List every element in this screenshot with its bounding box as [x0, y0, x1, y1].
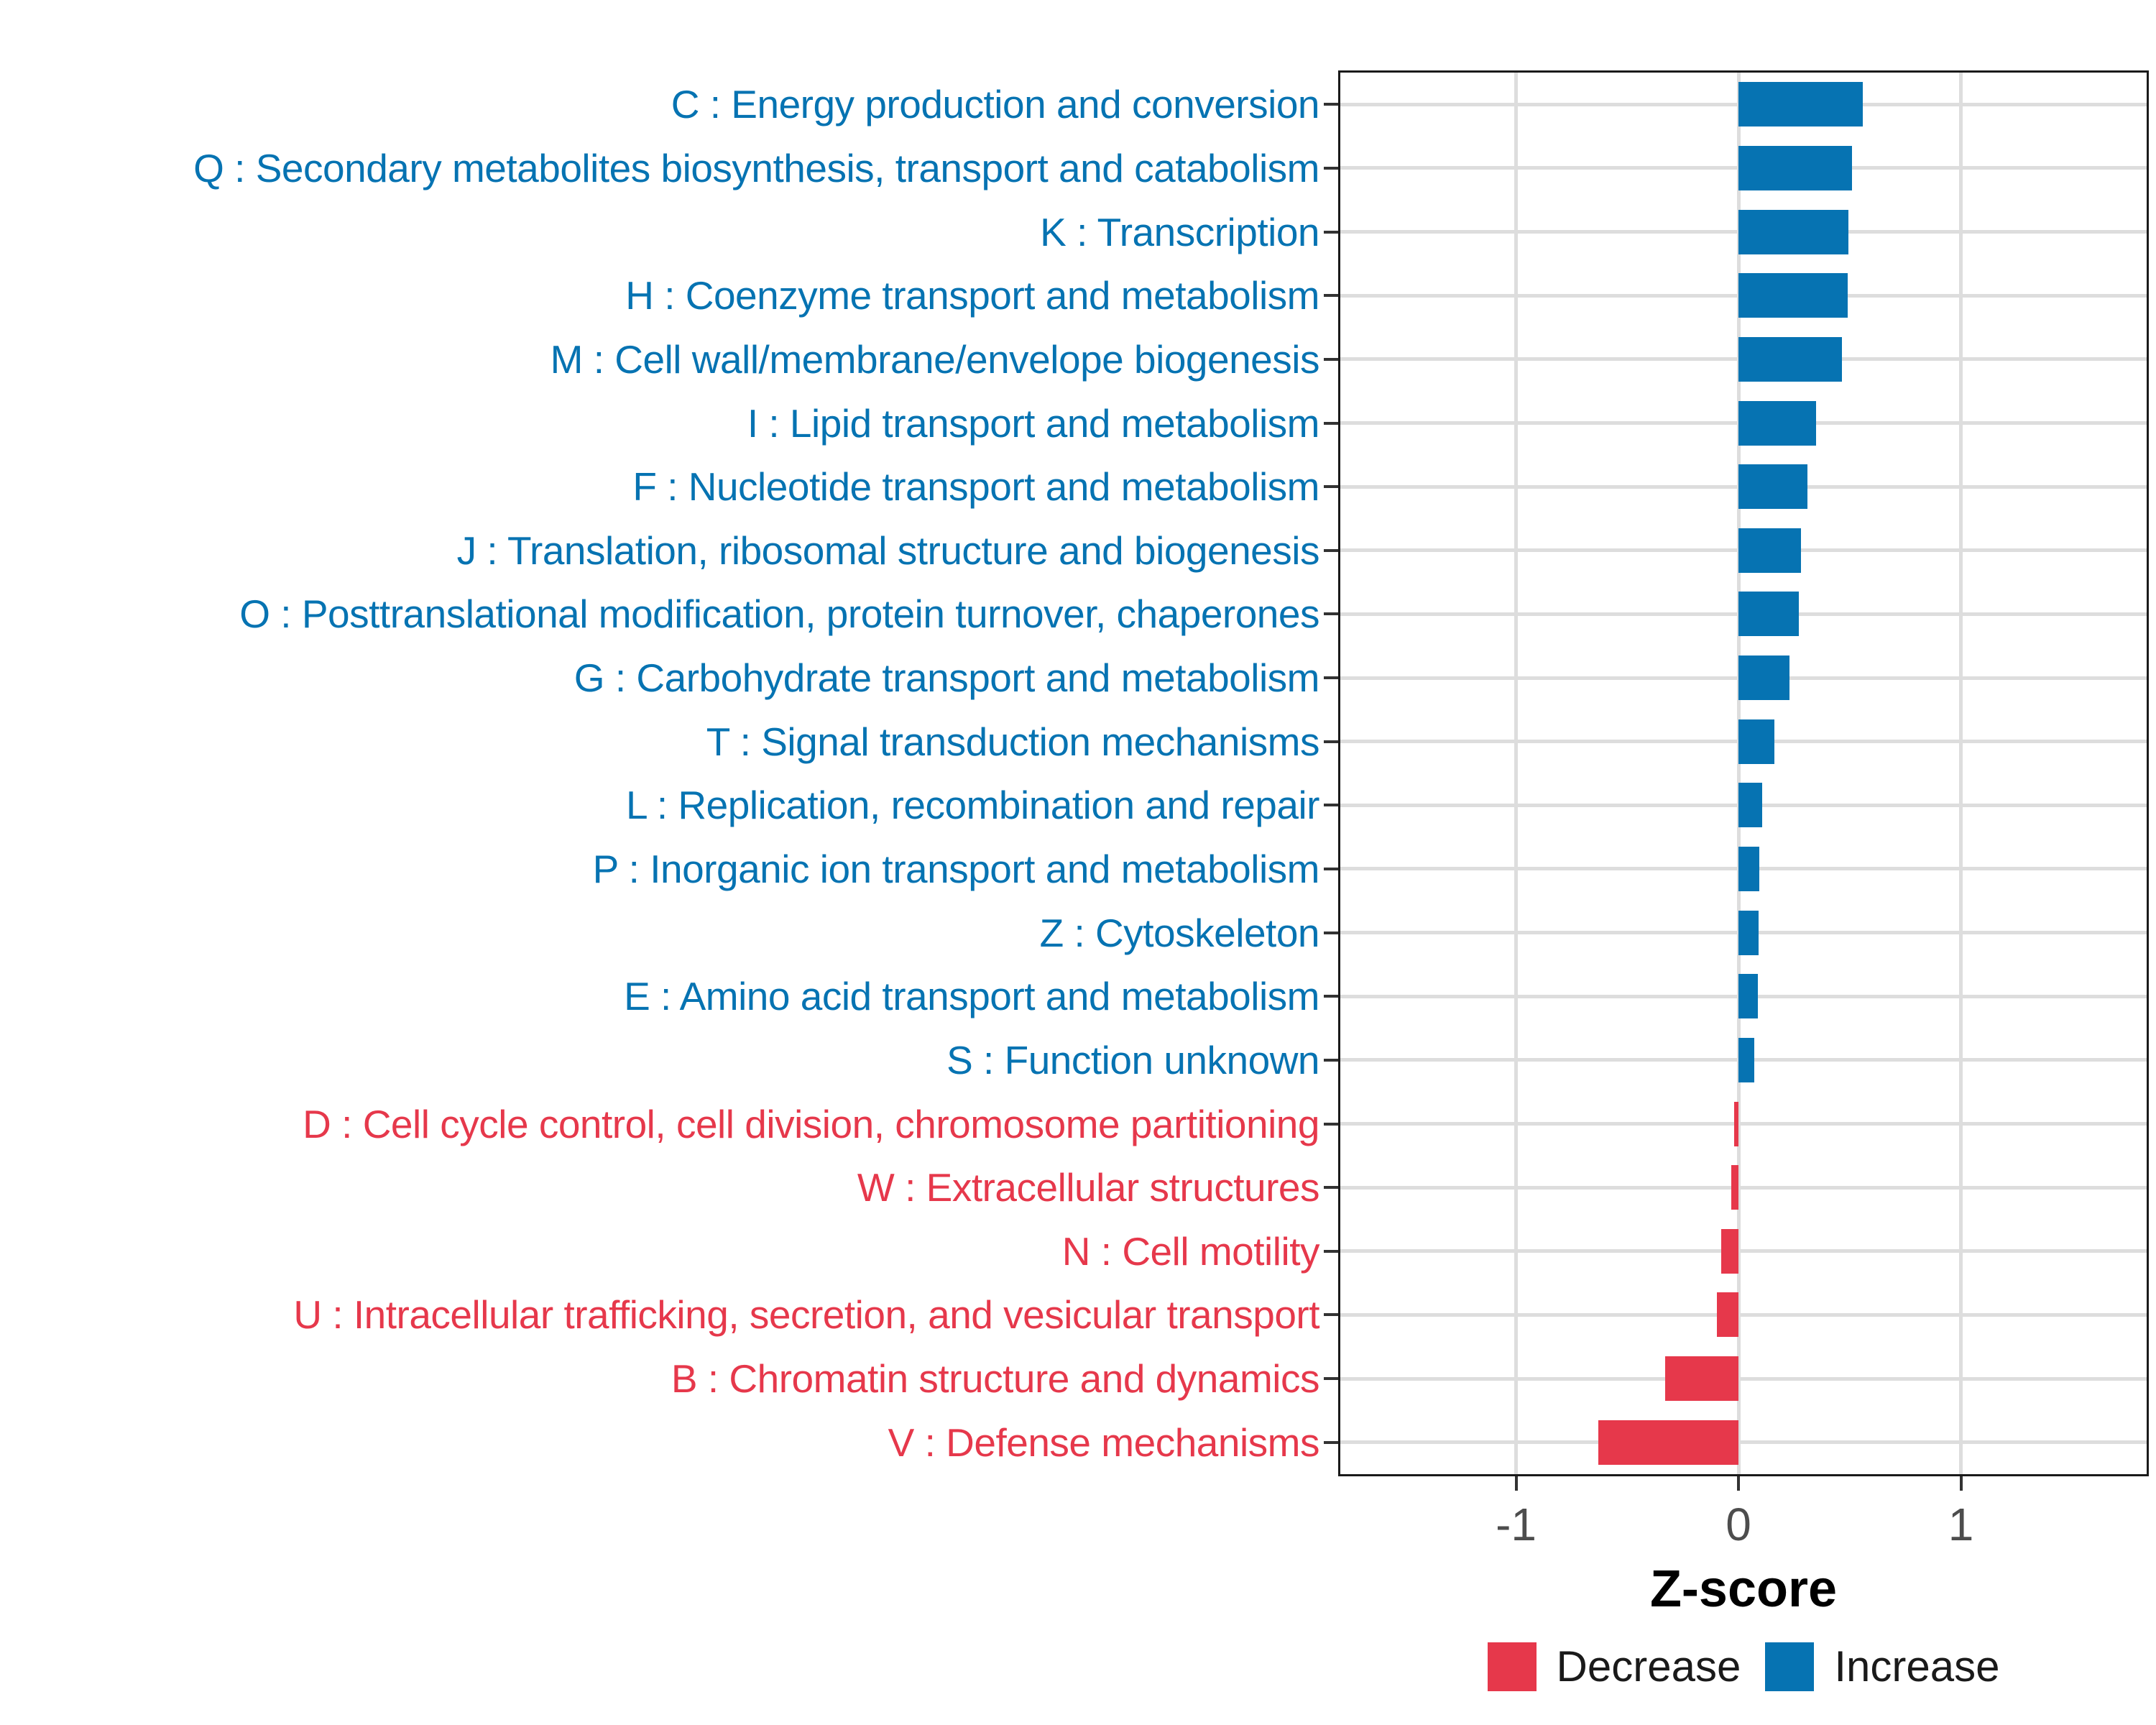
- y-axis-tick-mark: [1324, 1058, 1338, 1062]
- y-axis-tick-mark: [1324, 166, 1338, 170]
- bar: [1738, 974, 1759, 1019]
- y-axis-tick-mark: [1324, 1122, 1338, 1126]
- y-axis-category-label: S : Function unknown: [946, 1037, 1319, 1082]
- bar: [1717, 1292, 1739, 1338]
- gridline-horizontal: [1340, 1122, 2147, 1126]
- y-axis-category-label: B : Chromatin structure and dynamics: [671, 1356, 1320, 1402]
- y-axis-category-label: L : Replication, recombination and repai…: [626, 783, 1319, 828]
- gridline-horizontal: [1340, 1185, 2147, 1190]
- y-axis-category-label: U : Intracellular trafficking, secretion…: [293, 1292, 1319, 1338]
- legend: Decrease Increase: [1338, 1636, 2149, 1698]
- y-axis-category-label: Q : Secondary metabolites biosynthesis, …: [193, 145, 1319, 190]
- bar: [1738, 528, 1801, 573]
- bar: [1733, 1101, 1739, 1146]
- bar: [1721, 1228, 1739, 1274]
- gridline-horizontal: [1340, 1249, 2147, 1254]
- y-axis-category-label: P : Inorganic ion transport and metaboli…: [592, 846, 1320, 891]
- y-axis-tick-mark: [1324, 1440, 1338, 1444]
- bar: [1738, 82, 1864, 127]
- y-axis-category-label: N : Cell motility: [1061, 1228, 1320, 1274]
- legend-swatch-increase: [1765, 1642, 1815, 1691]
- bar: [1738, 464, 1807, 510]
- legend-swatch-decrease: [1487, 1642, 1537, 1691]
- gridline-horizontal: [1340, 1312, 2147, 1317]
- x-axis-title: Z-score: [1649, 1560, 1838, 1618]
- y-axis-category-label: J : Translation, ribosomal structure and…: [456, 528, 1320, 573]
- y-axis-tick-mark: [1324, 357, 1338, 361]
- y-axis-category-label: W : Extracellular structures: [857, 1165, 1320, 1210]
- gridline-vertical: [1959, 73, 1963, 1474]
- x-axis-tick-label: -1: [1496, 1499, 1537, 1550]
- y-axis-tick-mark: [1324, 995, 1338, 998]
- bar: [1731, 1165, 1739, 1210]
- x-axis-tick-mark: [1737, 1476, 1741, 1491]
- bar: [1738, 910, 1759, 955]
- gridline-vertical: [1736, 73, 1741, 1474]
- legend-label: Decrease: [1556, 1642, 1741, 1690]
- y-axis-category-label: G : Carbohydrate transport and metabolis…: [573, 656, 1320, 701]
- bar: [1738, 592, 1799, 637]
- y-axis-tick-mark: [1324, 867, 1338, 870]
- y-axis-category-label: T : Signal transduction mechanisms: [706, 719, 1320, 764]
- legend-label: Increase: [1834, 1642, 2000, 1690]
- y-axis-category-label: V : Defense mechanisms: [888, 1420, 1320, 1465]
- y-axis-tick-mark: [1324, 421, 1338, 425]
- bar: [1738, 783, 1762, 828]
- y-axis-tick-mark: [1324, 103, 1338, 106]
- y-axis-tick-mark: [1324, 1377, 1338, 1381]
- legend-item-increase: Increase: [1765, 1642, 1999, 1691]
- y-axis-category-label: H : Coenzyme transport and metabolism: [625, 273, 1319, 318]
- y-axis-category-label: O : Posttranslational modification, prot…: [239, 592, 1319, 637]
- y-axis-tick-mark: [1324, 931, 1338, 934]
- x-axis-tick-label: 0: [1726, 1499, 1751, 1550]
- y-axis-category-label: C : Energy production and conversion: [671, 82, 1320, 127]
- y-axis-tick-mark: [1324, 548, 1338, 552]
- x-axis-tick-label: 1: [1948, 1499, 1974, 1550]
- bar: [1738, 719, 1774, 764]
- y-axis-category-label: Z : Cytoskeleton: [1039, 910, 1320, 955]
- y-axis-tick-mark: [1324, 676, 1338, 680]
- y-axis-tick-mark: [1324, 804, 1338, 807]
- y-axis-category-label: E : Amino acid transport and metabolism: [624, 974, 1319, 1019]
- y-axis-tick-mark: [1324, 294, 1338, 298]
- bar: [1738, 1037, 1754, 1082]
- y-axis-tick-mark: [1324, 485, 1338, 489]
- x-axis-tick-mark: [1514, 1476, 1518, 1491]
- y-axis-tick-mark: [1324, 1249, 1338, 1253]
- gridline-vertical: [1514, 73, 1519, 1474]
- y-axis-tick-mark: [1324, 1313, 1338, 1317]
- y-axis-category-label: D : Cell cycle control, cell division, c…: [303, 1101, 1319, 1146]
- bar: [1738, 273, 1848, 318]
- y-axis-tick-mark: [1324, 612, 1338, 616]
- bar: [1738, 656, 1790, 701]
- y-axis-category-label: M : Cell wall/membrane/envelope biogenes…: [550, 336, 1320, 382]
- bar: [1738, 209, 1849, 254]
- gridline-horizontal: [1340, 1440, 2147, 1445]
- plot-panel: [1338, 70, 2149, 1476]
- bar: [1738, 145, 1852, 190]
- bar: [1738, 846, 1760, 891]
- gridline-horizontal: [1340, 1376, 2147, 1381]
- y-axis-category-label: I : Lipid transport and metabolism: [747, 400, 1320, 446]
- y-axis-tick-mark: [1324, 1186, 1338, 1190]
- bar: [1598, 1420, 1739, 1465]
- legend-item-decrease: Decrease: [1487, 1642, 1741, 1691]
- bar: [1738, 336, 1842, 382]
- x-axis-tick-mark: [1959, 1476, 1963, 1491]
- bar: [1738, 400, 1817, 446]
- y-axis-tick-mark: [1324, 230, 1338, 234]
- y-axis-category-label: F : Nucleotide transport and metabolism: [632, 464, 1319, 510]
- bar: [1664, 1356, 1739, 1402]
- y-axis-category-label: K : Transcription: [1040, 209, 1319, 254]
- y-axis-tick-mark: [1324, 740, 1338, 743]
